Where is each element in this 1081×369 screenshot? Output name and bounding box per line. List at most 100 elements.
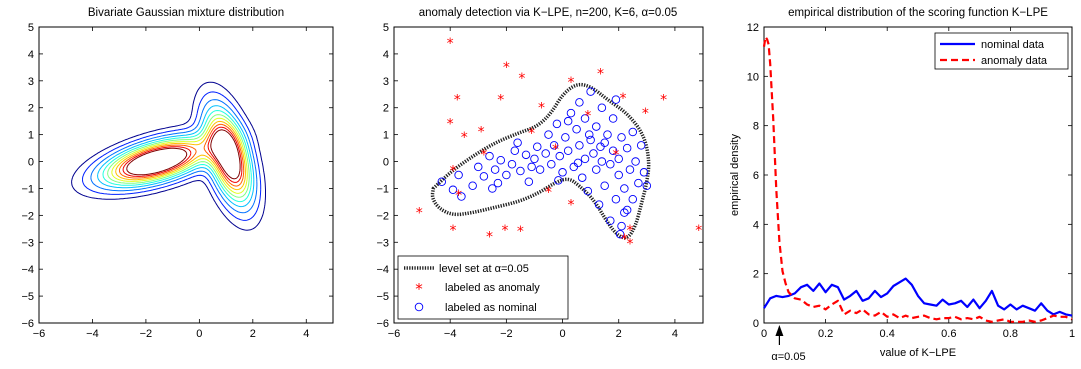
contour-line xyxy=(90,99,258,214)
nominal-point xyxy=(496,155,505,165)
plot-area: **** *** *********** * * ************ xyxy=(416,36,703,252)
panel-anomaly-scatter: anomaly detection via K−LPE, n=200, K=6,… xyxy=(376,7,704,340)
legend-label: anomaly data xyxy=(981,55,1048,67)
y-tick-label: 10 xyxy=(747,71,759,83)
nominal-point xyxy=(584,130,594,139)
anomaly-point: * xyxy=(552,142,559,158)
chart-title: Bivariate Gaussian mixture distribution xyxy=(88,7,284,19)
y-tick-label: −6 xyxy=(376,318,389,330)
y-tick-label: 0 xyxy=(383,157,389,169)
nominal-point xyxy=(611,95,621,104)
anomaly-point: * xyxy=(454,92,461,108)
nominal-point xyxy=(493,178,503,188)
anomaly-point: * xyxy=(567,75,574,91)
panel-mixture-contours: Bivariate Gaussian mixture distribution … xyxy=(21,7,334,340)
x-tick-label: −6 xyxy=(388,328,401,340)
nominal-point xyxy=(563,146,573,156)
y-tick-label: −3 xyxy=(21,237,34,249)
nominal-point xyxy=(639,168,649,177)
anomaly-point: * xyxy=(449,223,456,239)
contour-line xyxy=(115,120,246,191)
panel-empirical-distribution: empirical distribution of the scoring fu… xyxy=(729,7,1075,363)
legend-label: labeled as nominal xyxy=(445,302,537,314)
anomaly-point: * xyxy=(642,106,649,122)
x-axis-label: value of K−LPE xyxy=(880,347,956,359)
y-tick-label: −4 xyxy=(376,264,389,276)
nominal-point xyxy=(628,194,638,204)
y-axis-label: empirical density xyxy=(729,134,741,216)
nominal-point xyxy=(586,87,595,96)
nominal-point xyxy=(533,142,542,151)
plot-area xyxy=(762,35,1073,323)
nominal-point xyxy=(614,154,623,164)
y-tick-label: 4 xyxy=(28,49,34,61)
axis-ticks: −6 −4 −2 0 2 4 −6 −5 −4 −3 −2 −1 0 1 2 3 4 5 xyxy=(21,22,333,340)
y-tick-label: 1 xyxy=(383,130,389,142)
nominal-point xyxy=(611,194,621,204)
y-tick-label: −5 xyxy=(376,291,389,303)
nominal-point xyxy=(513,138,522,147)
legend-box xyxy=(934,32,1069,70)
legend-marker-nominal xyxy=(414,302,424,312)
contour-line xyxy=(82,91,262,221)
nominal-point xyxy=(634,178,643,188)
x-tick-label: −2 xyxy=(140,328,153,340)
nominal-point xyxy=(580,114,590,123)
contour-line xyxy=(102,110,252,203)
nominal-point xyxy=(580,154,590,164)
anomaly-point: * xyxy=(461,130,468,146)
anomaly-point: * xyxy=(584,108,591,124)
anomaly-point: * xyxy=(567,197,574,213)
nominal-point xyxy=(485,151,494,161)
nominal-point xyxy=(617,221,626,231)
legend-marker-anomaly: * xyxy=(415,280,423,298)
nominal-point xyxy=(510,146,520,156)
anomaly-point: * xyxy=(501,223,508,239)
x-tick-label: 4 xyxy=(672,328,678,340)
annotation-label: α=0.05 xyxy=(771,351,805,363)
y-tick-label: 2 xyxy=(753,269,759,281)
nominal-point xyxy=(620,184,629,193)
nominal-point xyxy=(642,181,652,191)
nominal-point xyxy=(554,176,563,185)
nominal-point xyxy=(468,181,477,191)
nominal-point xyxy=(454,170,463,180)
contour-line xyxy=(71,81,266,231)
y-tick-label: 3 xyxy=(28,76,34,88)
x-tick-label: 0 xyxy=(196,328,202,340)
y-tick-label: −2 xyxy=(21,210,34,222)
plot-area xyxy=(71,81,266,231)
y-tick-label: 8 xyxy=(753,121,759,133)
y-tick-label: 4 xyxy=(383,49,389,61)
nominal-point xyxy=(589,149,598,158)
y-tick-label: 12 xyxy=(747,22,759,34)
anomaly-point: * xyxy=(486,230,493,246)
nominal-point xyxy=(524,177,534,186)
anomaly-point: * xyxy=(545,185,552,201)
y-tick-label: −3 xyxy=(376,237,389,249)
nominal-point xyxy=(530,154,539,164)
anomaly-point: * xyxy=(455,188,462,204)
anomaly-point: * xyxy=(619,91,626,107)
nominal-point xyxy=(488,184,497,193)
contour-line xyxy=(122,126,243,183)
anomaly-point: * xyxy=(447,117,454,133)
contour-line xyxy=(97,105,255,208)
nominal-point xyxy=(603,130,612,139)
nominal-point xyxy=(614,170,623,180)
x-tick-label: −6 xyxy=(33,328,46,340)
nominal-point xyxy=(622,205,632,215)
nominal-point xyxy=(594,200,604,209)
anomaly-point: * xyxy=(518,71,525,87)
nominal-point xyxy=(544,130,553,139)
legend-label: level set at α=0.05 xyxy=(439,263,529,275)
nominal-point xyxy=(549,141,559,150)
nominal-point xyxy=(457,192,466,201)
x-tick-label: 2 xyxy=(250,328,256,340)
nominal-point xyxy=(490,165,500,174)
y-tick-label: −4 xyxy=(21,264,34,276)
nominal-point xyxy=(479,172,489,181)
nominal-point xyxy=(563,116,573,126)
y-tick-label: 2 xyxy=(28,103,34,115)
